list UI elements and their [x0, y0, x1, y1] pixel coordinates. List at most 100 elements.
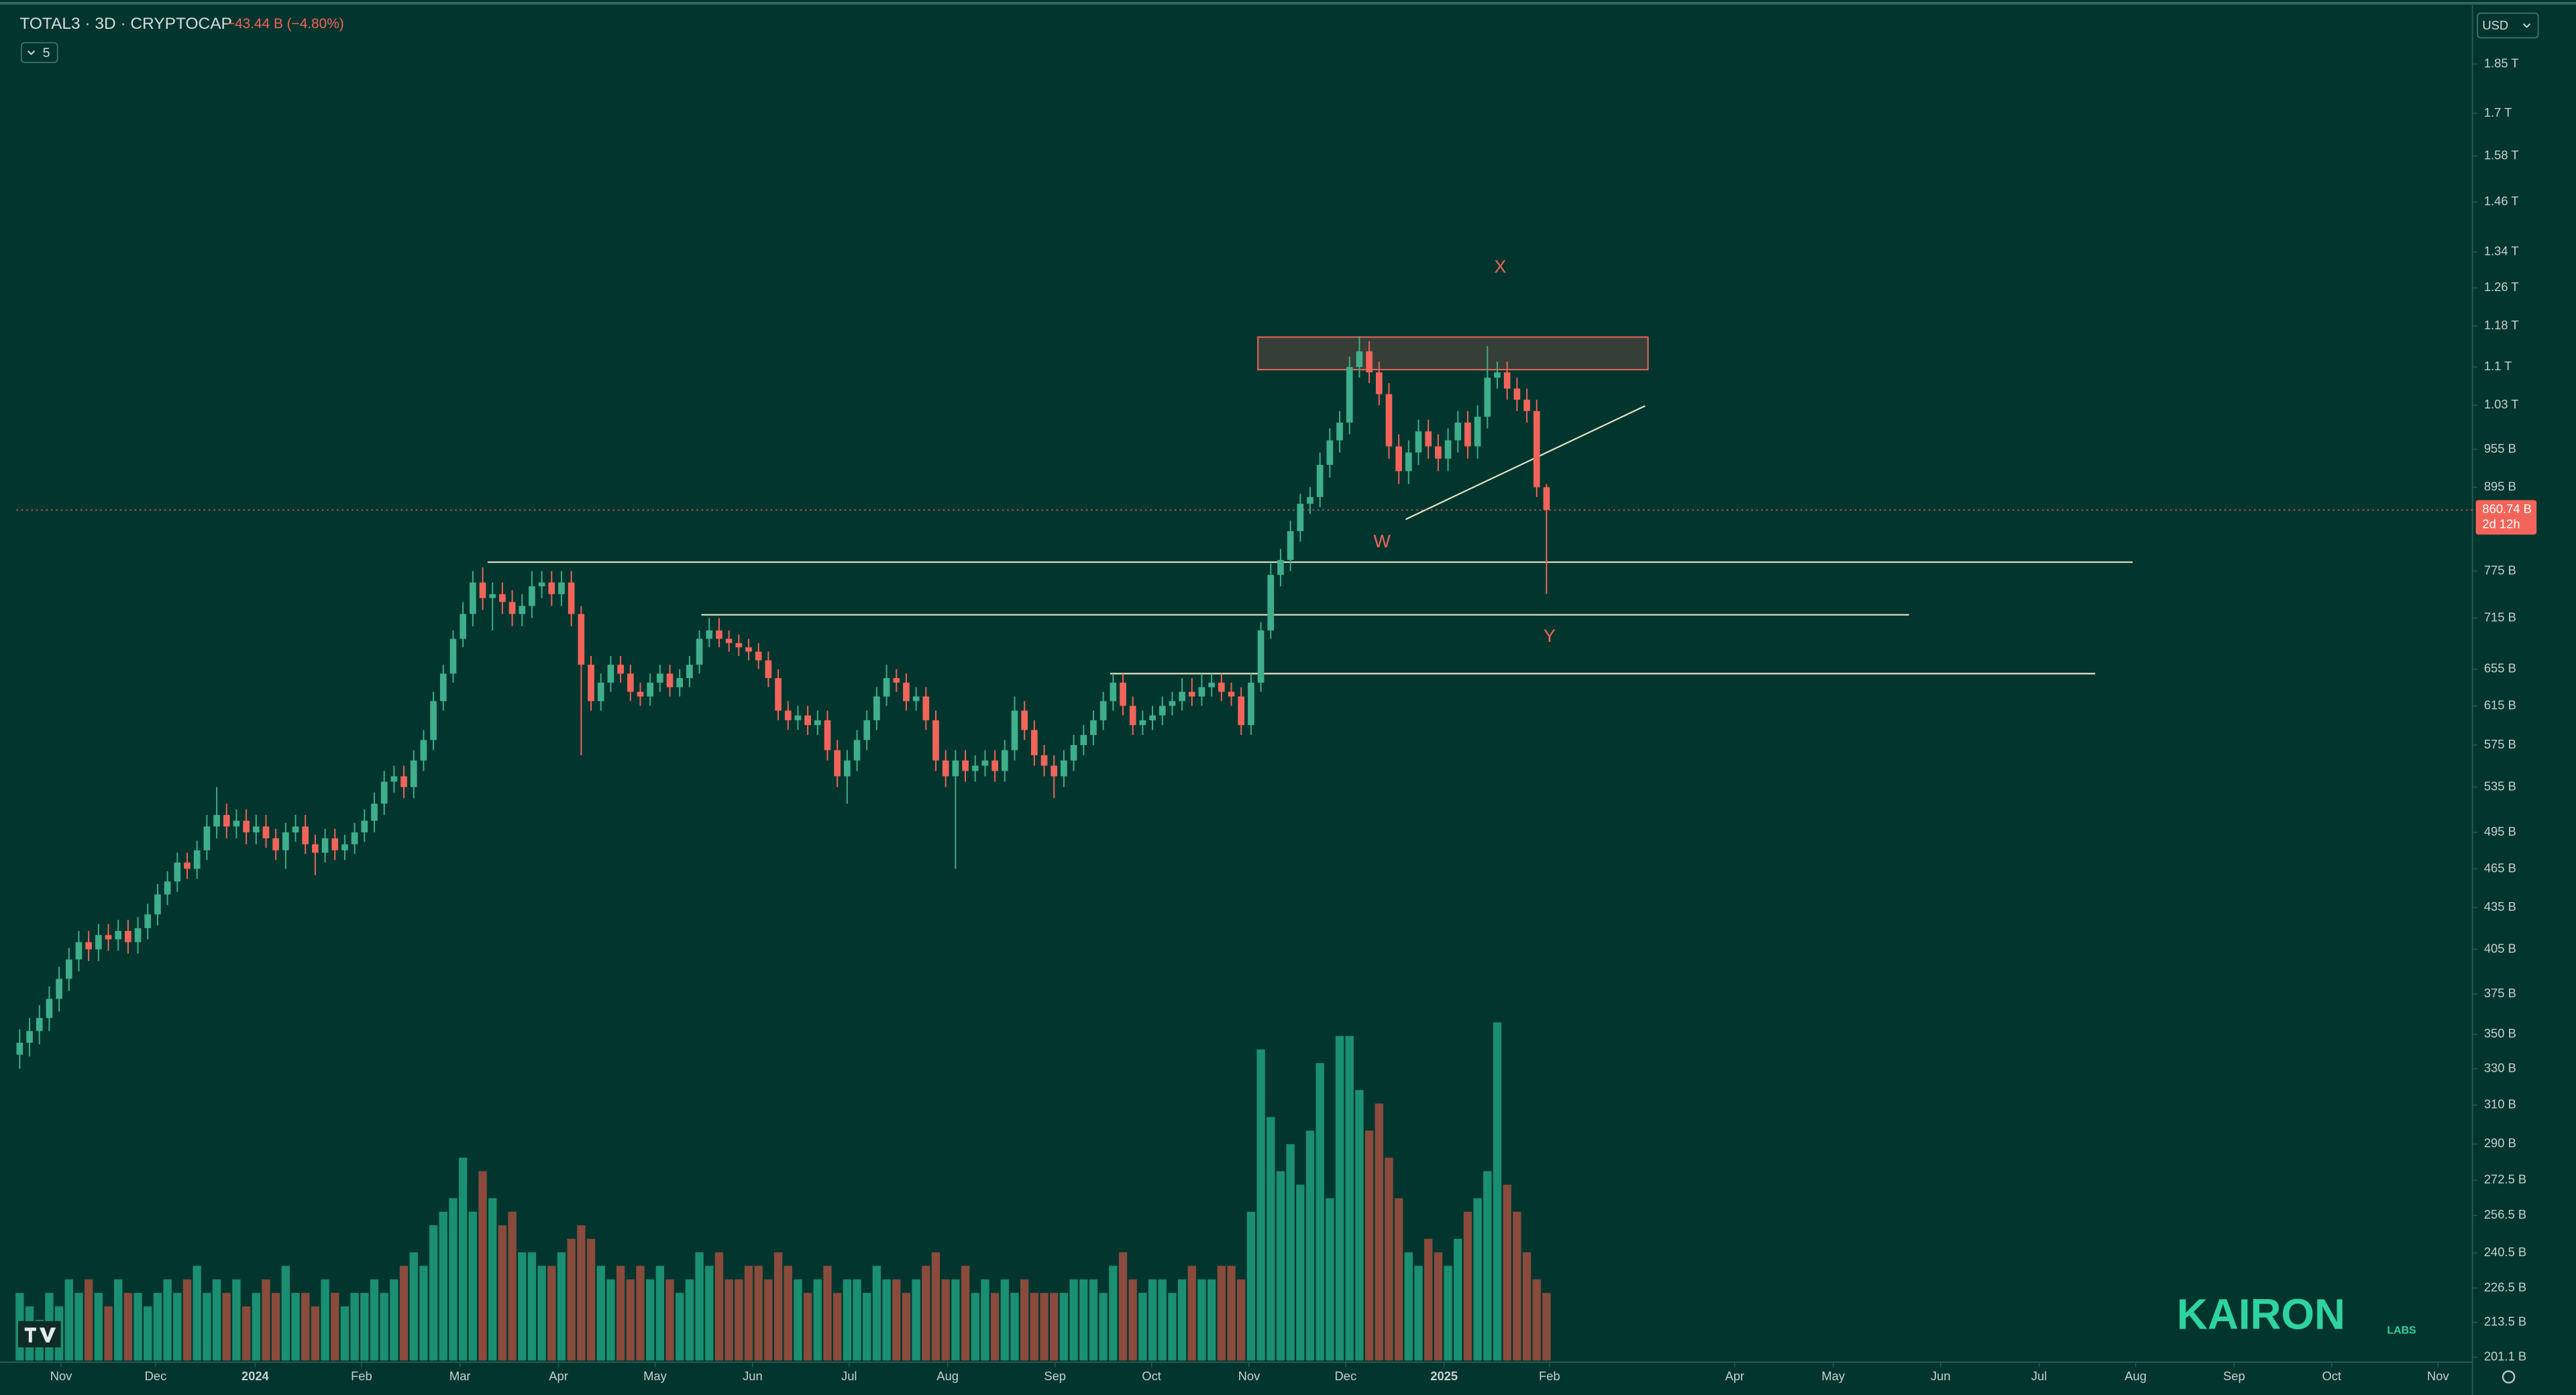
- volume-bar: [281, 1266, 290, 1361]
- trendline: [1405, 405, 1646, 520]
- candle-body: [213, 815, 220, 827]
- symbol-title[interactable]: TOTAL3 · 3D · CRYPTOCAP: [19, 15, 232, 33]
- volume-bar: [941, 1279, 950, 1361]
- chevron-icon: [27, 50, 36, 56]
- volume-bar: [1040, 1292, 1049, 1361]
- watermark-sub: LABS: [2387, 1325, 2416, 1337]
- candle-body: [1080, 734, 1087, 745]
- candle-body: [164, 881, 171, 895]
- x-tick-label: Oct: [1142, 1369, 1161, 1383]
- volume-bar: [606, 1279, 615, 1361]
- candle-body: [1346, 367, 1353, 423]
- last-price-badge: [2475, 500, 2537, 535]
- candle-body: [1464, 423, 1471, 447]
- x-tick-label: Dec: [145, 1369, 167, 1383]
- currency-label: USD: [2482, 18, 2508, 32]
- candle-body: [903, 682, 910, 702]
- volume-bar: [1256, 1049, 1265, 1361]
- y-tick-label: 715 B: [2484, 610, 2516, 624]
- volume-bar: [360, 1292, 369, 1361]
- volume-bar: [724, 1279, 733, 1361]
- candle-body: [1316, 465, 1324, 498]
- candle-body: [971, 765, 979, 771]
- candle-body: [725, 638, 733, 643]
- volume-bar: [636, 1266, 645, 1361]
- settings-icon[interactable]: [2502, 1370, 2516, 1384]
- y-tick-label: 290 B: [2484, 1136, 2516, 1150]
- volume-bar: [1177, 1279, 1187, 1361]
- candle-body: [873, 696, 880, 720]
- candle-body: [1267, 575, 1275, 630]
- volume-bar: [94, 1292, 103, 1361]
- candle-body: [1090, 720, 1097, 735]
- volume-bar: [1542, 1292, 1551, 1361]
- volume-bar: [577, 1225, 586, 1361]
- tradingview-logo[interactable]: [17, 1321, 61, 1347]
- currency-button[interactable]: [2477, 12, 2539, 39]
- volume-bar: [262, 1279, 270, 1361]
- volume-bar: [84, 1279, 93, 1361]
- volume-bar: [390, 1279, 398, 1361]
- candle-body: [272, 838, 280, 850]
- y-tick-label: 955 B: [2484, 441, 2516, 455]
- candle-body: [341, 844, 348, 850]
- volume-bar: [1296, 1184, 1305, 1361]
- volume-bar: [971, 1292, 979, 1361]
- volume-bar: [241, 1306, 251, 1361]
- volume-bar: [1227, 1266, 1236, 1361]
- wave-label: Y: [1544, 626, 1556, 646]
- candle-body: [942, 760, 949, 777]
- candle-body: [252, 826, 260, 833]
- volume-bar: [1394, 1198, 1403, 1361]
- logo-mark: [24, 1327, 56, 1343]
- candle-body: [1030, 730, 1038, 756]
- x-tick-label: Nov: [2427, 1369, 2449, 1383]
- candle-body: [1297, 504, 1304, 531]
- volume-bar: [1503, 1184, 1511, 1361]
- candle-body: [597, 682, 604, 702]
- volume-bar: [409, 1252, 418, 1361]
- y-tick-label: 1.85 T: [2484, 56, 2519, 70]
- volume-bar: [1444, 1266, 1452, 1361]
- logo-box: [17, 1321, 61, 1347]
- volume-bar: [340, 1306, 350, 1361]
- y-tick-label: 375 B: [2484, 986, 2516, 1000]
- volume-bar: [252, 1292, 260, 1361]
- indicator-toggle[interactable]: [20, 42, 58, 64]
- y-tick-label: 535 B: [2484, 779, 2516, 793]
- candle-body: [666, 673, 674, 687]
- candle-body: [203, 826, 211, 850]
- candle-body: [1435, 446, 1442, 459]
- volume-bar: [478, 1171, 487, 1361]
- x-tick-label: Apr: [1725, 1369, 1745, 1383]
- volume-bar: [1109, 1266, 1118, 1361]
- volume-bar: [1089, 1279, 1098, 1361]
- volume-bar: [912, 1279, 920, 1361]
- candle-body: [1169, 701, 1176, 706]
- candle-body: [46, 999, 53, 1018]
- candle-body: [233, 820, 240, 827]
- candle-body: [794, 715, 802, 720]
- volume-bar: [803, 1292, 812, 1361]
- x-tick-label: Aug: [2125, 1369, 2147, 1383]
- volume-bar: [1385, 1158, 1393, 1361]
- x-tick-label: Apr: [549, 1369, 568, 1383]
- resistance-zone: [1257, 336, 1649, 371]
- candle-body: [243, 820, 250, 833]
- candle-body: [1179, 691, 1185, 702]
- candle-body: [1011, 710, 1018, 750]
- volume-bar: [1148, 1279, 1157, 1361]
- volume-bar: [547, 1266, 556, 1361]
- volume-bar: [813, 1279, 822, 1361]
- volume-bar: [853, 1279, 861, 1361]
- x-tick-label: Nov: [1238, 1369, 1260, 1383]
- candle-body: [1543, 487, 1550, 510]
- volume-bar: [1059, 1292, 1069, 1361]
- candle-body: [134, 928, 142, 942]
- candle-body: [529, 586, 535, 606]
- candle-countdown: 2d 12h: [2482, 516, 2520, 531]
- candle-body: [1001, 750, 1008, 771]
- candle-body: [1356, 351, 1363, 368]
- candle-body: [449, 638, 457, 674]
- volume-bar: [1375, 1103, 1383, 1361]
